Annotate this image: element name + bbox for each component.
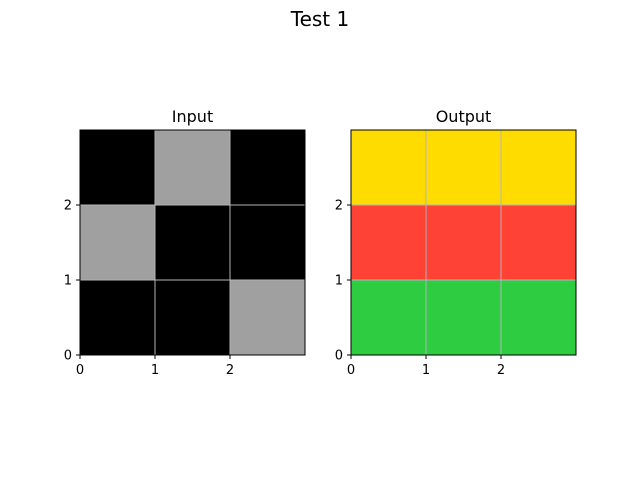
input-cell-r2-c0 (80, 280, 155, 355)
output-cell-r2-c2 (501, 280, 576, 355)
output-cell-r1-c1 (426, 205, 501, 280)
output-title: Output (436, 107, 492, 126)
input-ytick-label-1: 1 (64, 274, 72, 289)
output-cell-r1-c0 (351, 205, 426, 280)
input-ytick-label-0: 0 (64, 349, 72, 364)
output-cell-r0-c1 (426, 130, 501, 205)
output-xtick-label-2: 2 (497, 363, 505, 378)
input-cell-r1-c0 (80, 205, 155, 280)
input-cell-r2-c2 (230, 280, 305, 355)
output-cell-r2-c0 (351, 280, 426, 355)
output-ytick-label-0: 0 (335, 349, 343, 364)
output-cell-r1-c2 (501, 205, 576, 280)
input-xtick-label-2: 2 (226, 363, 234, 378)
input-cell-r1-c1 (155, 205, 230, 280)
input-cell-r1-c2 (230, 205, 305, 280)
output-xtick-label-1: 1 (422, 363, 430, 378)
output-ytick-label-2: 2 (335, 199, 343, 214)
input-xtick-label-0: 0 (76, 363, 84, 378)
panel-input: 0 1 2 0 1 2 Input (64, 107, 306, 378)
input-frame (79, 129, 306, 356)
output-cell-r0-c0 (351, 130, 426, 205)
input-ytick-label-2: 2 (64, 199, 72, 214)
output-xtick-label-0: 0 (347, 363, 355, 378)
output-cell-r0-c2 (501, 130, 576, 205)
input-cell-r0-c2 (230, 130, 305, 205)
panel-output: 0 1 2 0 1 2 Output (335, 107, 577, 378)
input-cell-r2-c1 (155, 280, 230, 355)
input-title: Input (172, 107, 213, 126)
input-cell-r0-c0 (80, 130, 155, 205)
output-frame (350, 129, 577, 356)
figure-title: Test 1 (290, 7, 349, 31)
output-cell-r2-c1 (426, 280, 501, 355)
input-xtick-label-1: 1 (151, 363, 159, 378)
input-cell-r0-c1 (155, 130, 230, 205)
output-ytick-label-1: 1 (335, 274, 343, 289)
